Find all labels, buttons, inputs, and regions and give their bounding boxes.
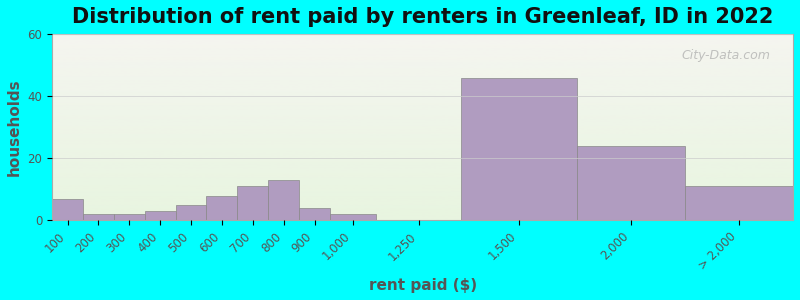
Bar (145, 211, 175, 220)
Bar (461, 77, 577, 220)
X-axis label: rent paid ($): rent paid ($) (369, 278, 477, 293)
Title: Distribution of rent paid by renters in Greenleaf, ID in 2022: Distribution of rent paid by renters in … (72, 7, 774, 27)
Bar (206, 196, 238, 220)
Bar (330, 214, 376, 220)
Text: City-Data.com: City-Data.com (682, 49, 771, 62)
Bar (175, 205, 206, 220)
Bar (577, 146, 685, 220)
Bar (114, 214, 145, 220)
Bar (238, 186, 268, 220)
Bar (299, 208, 330, 220)
Bar (52, 199, 83, 220)
Bar (83, 214, 114, 220)
Y-axis label: households: households (7, 78, 22, 176)
Bar (268, 180, 299, 220)
Bar (685, 186, 793, 220)
